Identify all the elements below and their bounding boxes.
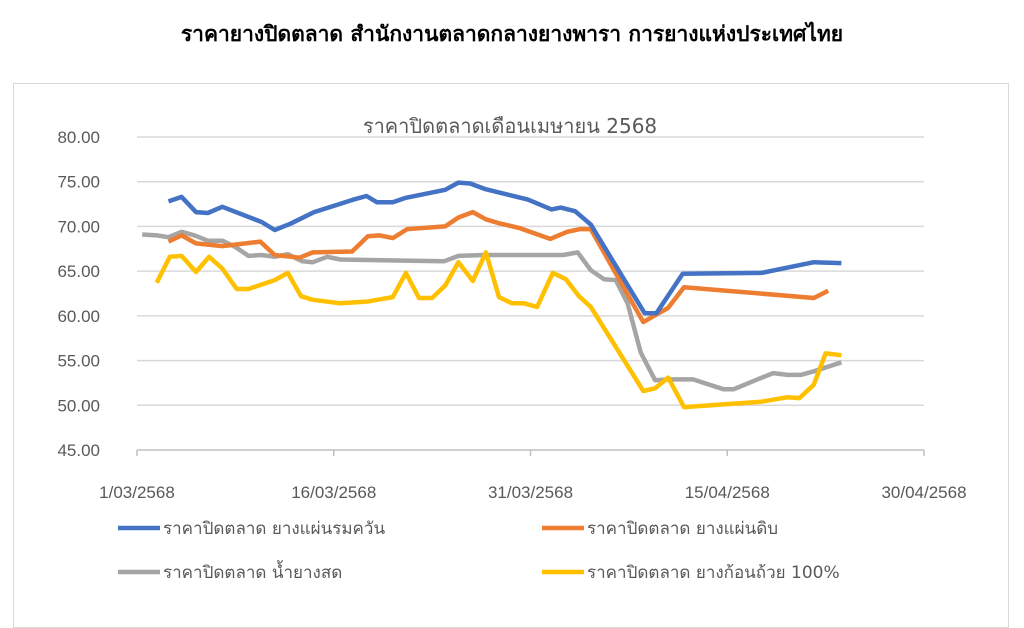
chart-title: ราคาปิดตลาดเดือนเมษายน 2568 bbox=[363, 114, 657, 138]
y-tick-label: 75.00 bbox=[57, 173, 100, 192]
series-line-0 bbox=[167, 180, 842, 316]
gridlines bbox=[137, 136, 924, 451]
page-title: ราคายางปิดตลาด สำนักงานตลาดกลางยางพารา ก… bbox=[180, 22, 844, 46]
x-tick-label: 30/04/2568 bbox=[881, 483, 966, 502]
y-tick-label: 60.00 bbox=[57, 307, 100, 326]
x-tick-label: 16/03/2568 bbox=[291, 483, 376, 502]
series-lines bbox=[142, 180, 843, 410]
y-tick-label: 70.00 bbox=[57, 217, 100, 236]
y-axis-ticks: 45.00 50.00 55.00 60.00 65.00 70.00 75.00 80.00 bbox=[57, 128, 100, 460]
y-tick-label: 55.00 bbox=[57, 352, 100, 371]
x-tick-label: 1/03/2568 bbox=[99, 483, 175, 502]
legend-label: ราคาปิดตลาด ยางแผ่นดิบ bbox=[587, 519, 778, 539]
x-axis-ticks: 1/03/2568 16/03/2568 31/03/2568 15/04/2568 3… bbox=[99, 450, 967, 502]
series-line-1 bbox=[167, 209, 830, 325]
series-line-2 bbox=[142, 229, 843, 392]
series-line-3 bbox=[154, 250, 842, 410]
legend-label: ราคาปิดตลาด ยางแผ่นรมควัน bbox=[163, 519, 385, 539]
y-tick-label: 80.00 bbox=[57, 128, 100, 147]
x-tick-label: 31/03/2568 bbox=[488, 483, 573, 502]
legend: ราคาปิดตลาด ยางแผ่นรมควันราคาปิดตลาด ยาง… bbox=[118, 519, 840, 583]
legend-label: ราคาปิดตลาด น้ำยางสด bbox=[163, 560, 342, 583]
legend-label: ราคาปิดตลาด ยางก้อนถ้วย 100% bbox=[587, 563, 840, 583]
y-tick-label: 65.00 bbox=[57, 262, 100, 281]
y-tick-label: 45.00 bbox=[57, 441, 100, 460]
y-tick-label: 50.00 bbox=[57, 396, 100, 415]
x-tick-label: 15/04/2568 bbox=[685, 483, 770, 502]
